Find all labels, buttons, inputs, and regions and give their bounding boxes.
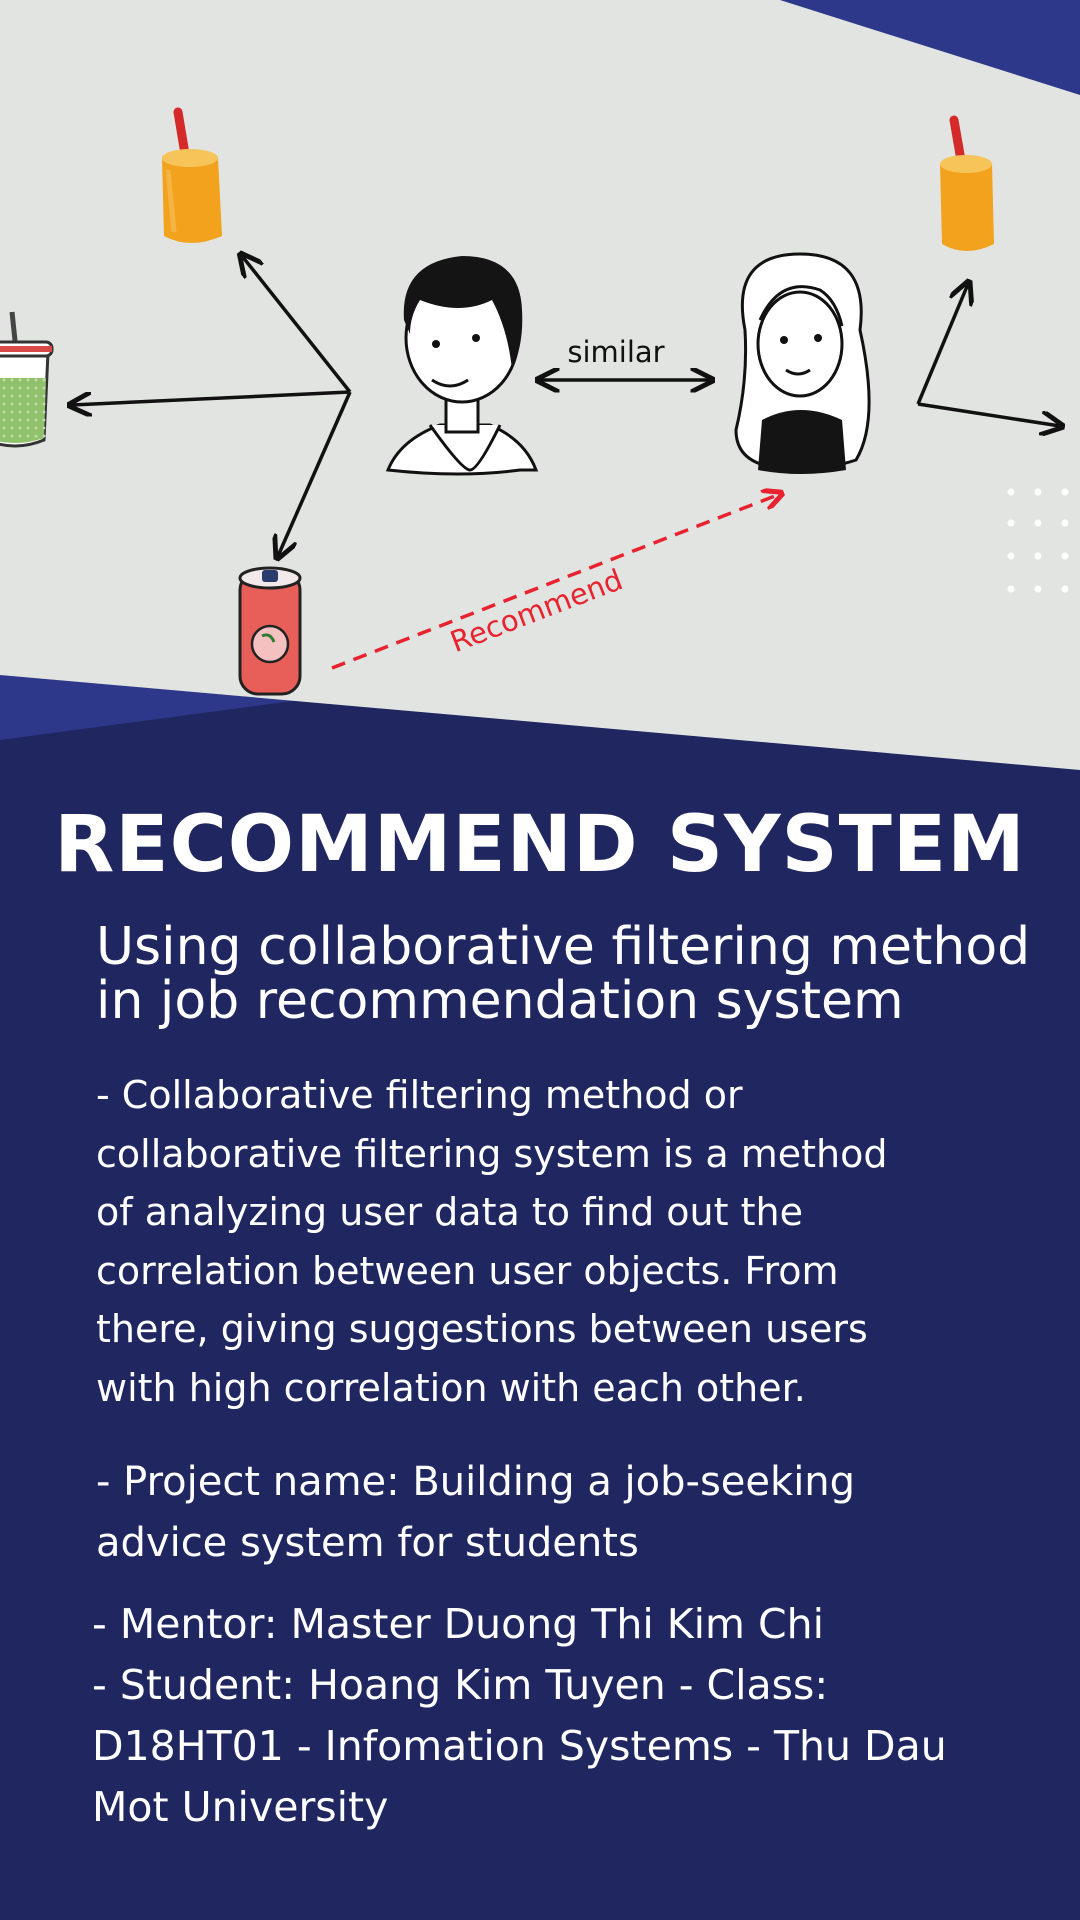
description-line: collaborative filtering system is a meth…	[96, 1131, 888, 1176]
woman-preference-arrows	[916, 284, 1060, 426]
mentor-line: - Mentor: Master Duong Thi Kim Chi	[92, 1600, 824, 1648]
student-line-cont: Mot University	[92, 1783, 389, 1831]
diagram-panel	[0, 0, 1080, 770]
man-avatar-icon	[385, 256, 539, 476]
description-line: correlation between user objects. From	[96, 1248, 839, 1293]
description-line: - Collaborative filtering method or	[96, 1073, 743, 1117]
woman-avatar-icon	[734, 252, 871, 474]
subtitle: Using collaborative filtering method in …	[96, 920, 1056, 1028]
subtitle-line: in job recommendation system	[96, 971, 904, 1031]
description-paragraph: - Collaborative filtering method or coll…	[96, 1066, 1036, 1417]
subtitle-line: Using collaborative filtering method	[96, 917, 1031, 977]
credits-block: - Mentor: Master Duong Thi Kim Chi - Stu…	[92, 1594, 1032, 1838]
project-line: advice system for students	[96, 1520, 639, 1566]
juice-cup-icon-right	[940, 115, 994, 251]
description-line: of analyzing user data to find out the	[96, 1190, 803, 1234]
student-line-cont: D18HT01 - Infomation Systems - Thu Dau	[92, 1722, 947, 1770]
peach-soda-can-icon	[238, 566, 302, 696]
juice-cup-icon	[162, 107, 222, 243]
man-preference-arrows	[72, 256, 352, 556]
recommend-arrow	[331, 494, 780, 670]
description-line: there, giving suggestions between users	[96, 1307, 868, 1351]
page-title: RECOMMEND SYSTEM	[54, 800, 1026, 890]
decorative-dot-grid	[1007, 488, 1069, 593]
project-name: - Project name: Building a job-seeking a…	[96, 1452, 996, 1574]
student-line: - Student: Hoang Kim Tuyen - Class:	[92, 1661, 829, 1709]
project-line: - Project name: Building a job-seeking	[96, 1459, 856, 1505]
similar-label: similar	[567, 335, 664, 369]
hero-diagram: similar Recommend	[0, 0, 1080, 780]
green-smoothie-icon	[0, 311, 54, 448]
description-line: with high correlation with each other.	[96, 1365, 806, 1410]
